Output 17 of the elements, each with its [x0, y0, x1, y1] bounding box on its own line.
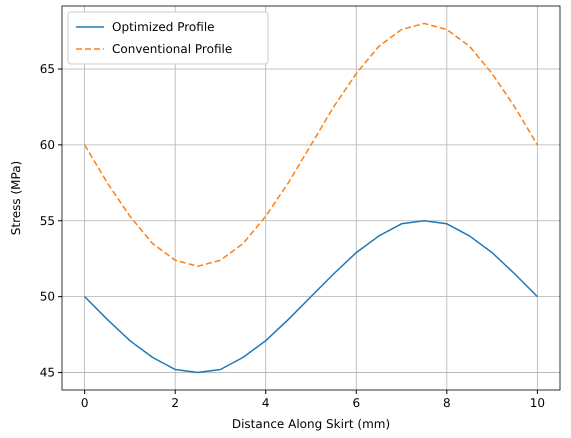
legend-label: Optimized Profile	[112, 20, 215, 34]
y-tick-label: 45	[40, 366, 55, 380]
y-tick-label: 60	[40, 138, 55, 152]
x-tick-label: 0	[80, 396, 88, 410]
x-tick-label: 4	[262, 396, 270, 410]
x-tick-label: 10	[530, 396, 546, 410]
x-tick-label: 6	[352, 396, 360, 410]
line-series	[84, 22, 538, 268]
y-tick-label: 65	[40, 62, 55, 76]
x-axis-title: Distance Along Skirt (mm)	[232, 417, 390, 431]
legend-label: Conventional Profile	[112, 42, 232, 56]
line-series	[84, 220, 538, 374]
y-axis-title: Stress (MPa)	[9, 160, 23, 236]
y-tick-label: 55	[40, 214, 55, 228]
y-tick-label: 50	[40, 290, 55, 304]
x-tick-label: 2	[171, 396, 179, 410]
x-tick-label: 8	[443, 396, 451, 410]
